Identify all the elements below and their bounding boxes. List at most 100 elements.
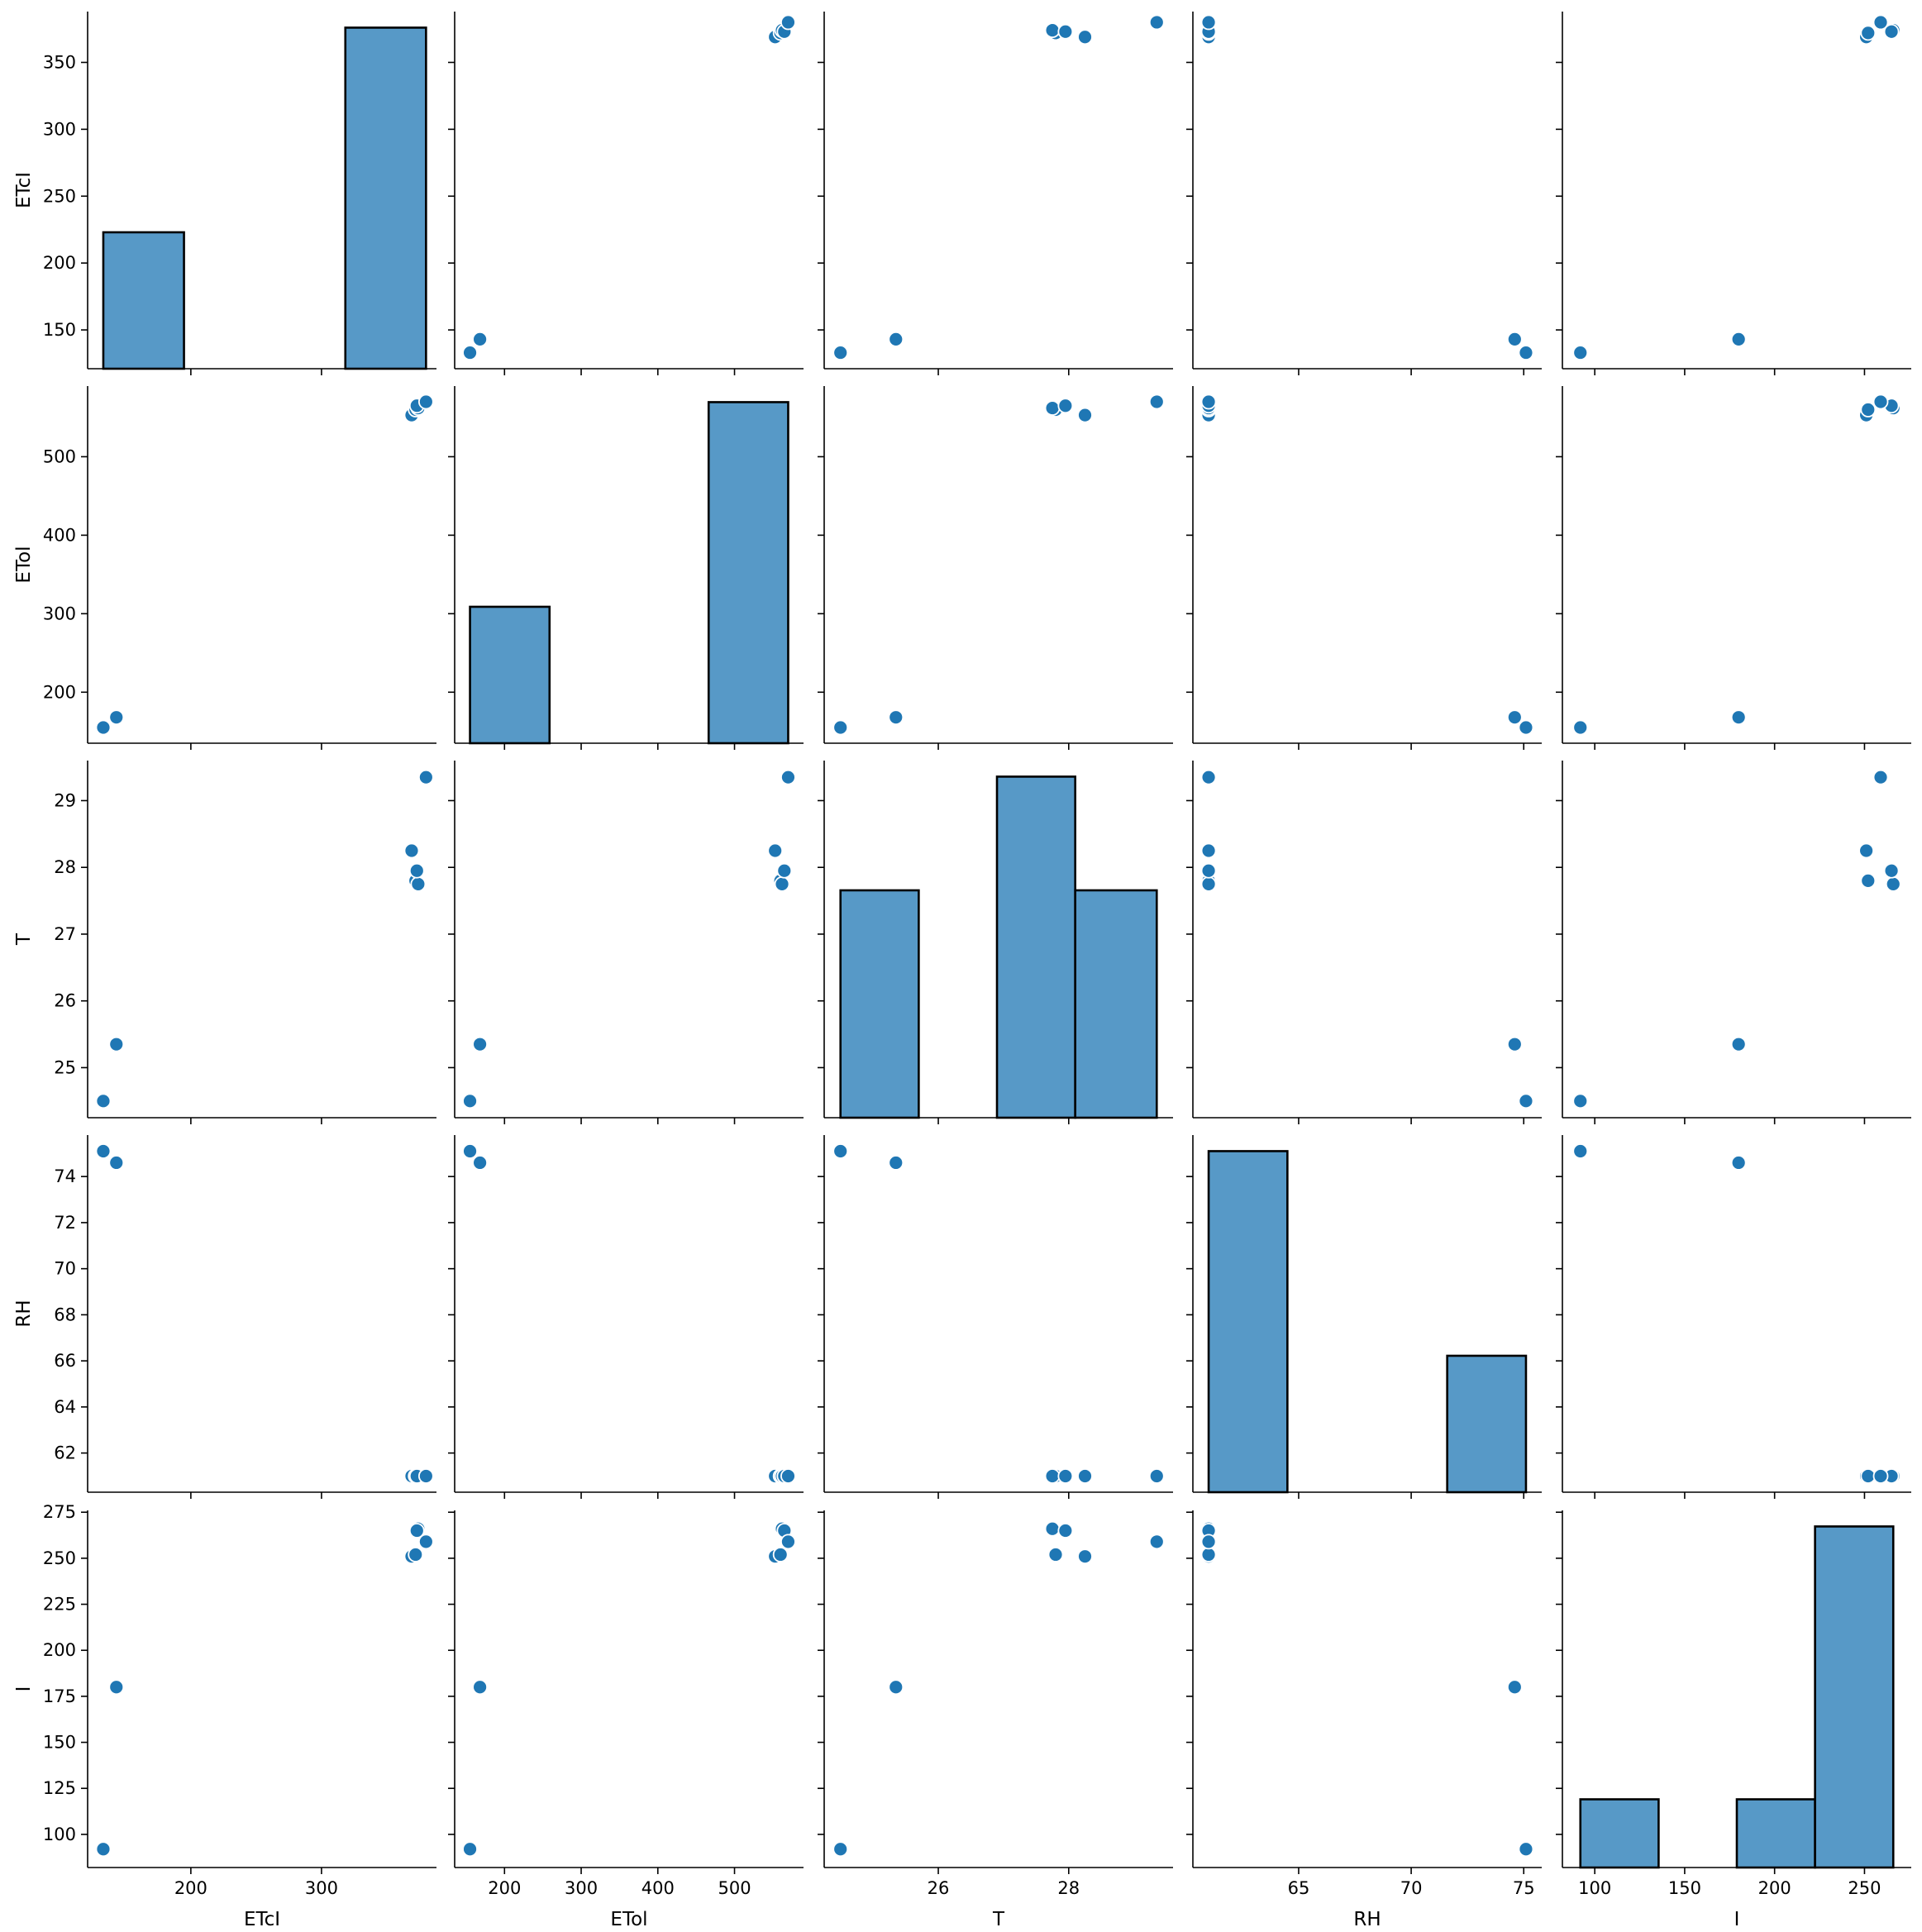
histogram-bar	[1074, 889, 1158, 1119]
scatter-point	[1872, 394, 1889, 410]
y-axis-label-ETcI: ETcI	[13, 172, 35, 208]
scatter-point	[780, 769, 796, 785]
panel-T-vs-I	[1556, 761, 1911, 1124]
scatter-point	[472, 1679, 489, 1696]
scatter-point	[780, 14, 796, 31]
panel-T-vs-ETol	[448, 761, 804, 1124]
x-tick-label: 300	[305, 1878, 338, 1898]
y-tick-label: 26	[54, 991, 76, 1011]
scatter-point	[1044, 22, 1061, 39]
x-tick-label: 200	[1758, 1878, 1791, 1898]
panel-T-vs-T	[818, 761, 1173, 1124]
panel-T-vs-RH	[1186, 761, 1542, 1124]
scatter-point	[832, 345, 849, 360]
x-tick-label: 65	[1288, 1878, 1310, 1898]
scatter-point	[462, 1143, 478, 1159]
scatter-point	[95, 1093, 112, 1109]
scatter-point	[888, 332, 904, 347]
y-tick-label: 200	[43, 253, 76, 273]
y-axis-label-T: T	[13, 933, 35, 946]
scatter-point	[472, 332, 489, 347]
scatter-point	[1148, 14, 1165, 31]
panel-I-vs-ETol: 200 300 400 500	[448, 1510, 804, 1898]
scatter-point	[1057, 398, 1074, 414]
panel-ETcI-vs-ETcI: 150 200 250 300 350	[43, 12, 436, 375]
scatter-point	[408, 862, 425, 879]
scatter-point	[1730, 709, 1747, 726]
panel-ETol-vs-T	[818, 386, 1173, 750]
scatter-point	[472, 1155, 489, 1171]
panel-ETol-vs-I	[1556, 386, 1911, 750]
scatter-point	[1200, 394, 1217, 410]
scatter-point	[1057, 1468, 1074, 1484]
scatter-point	[1506, 1036, 1523, 1052]
x-tick-label: 200	[174, 1878, 207, 1898]
y-tick-label: 28	[54, 857, 76, 877]
scatter-point	[1572, 1093, 1589, 1109]
scatter-point	[888, 709, 904, 726]
scatter-point	[1148, 394, 1165, 410]
y-tick-label: 66	[54, 1351, 76, 1371]
scatter-point	[462, 1093, 478, 1109]
scatter-point	[1872, 769, 1889, 785]
scatter-point	[1518, 1841, 1534, 1858]
panel-RH-vs-T	[818, 1135, 1173, 1499]
scatter-point	[772, 1547, 789, 1562]
x-axis-label-I: I	[1734, 1909, 1740, 1930]
y-tick-label: 70	[54, 1259, 76, 1279]
histogram-bar	[1446, 1354, 1528, 1494]
panel-ETcI-vs-ETol	[448, 12, 804, 375]
y-tick-label: 225	[43, 1595, 76, 1615]
x-tick-label: 400	[641, 1878, 675, 1898]
y-tick-label: 250	[43, 1548, 76, 1568]
histogram-bar	[1735, 1798, 1816, 1869]
scatter-point	[1518, 1093, 1534, 1109]
scatter-point	[1148, 1534, 1165, 1550]
scatter-point	[1047, 1547, 1064, 1562]
scatter-point	[1077, 1468, 1093, 1484]
scatter-point	[1077, 407, 1093, 423]
scatter-point	[1730, 332, 1747, 347]
scatter-point	[1200, 1547, 1217, 1562]
y-tick-label: 74	[54, 1166, 76, 1186]
panel-RH-vs-ETol	[448, 1135, 804, 1499]
scatter-point	[832, 719, 849, 736]
panel-ETol-vs-RH	[1186, 386, 1542, 750]
scatter-point	[888, 1679, 904, 1696]
histogram-bar	[102, 231, 185, 370]
scatter-point	[1044, 1520, 1061, 1537]
y-tick-label: 68	[54, 1305, 76, 1324]
scatter-point	[1860, 25, 1877, 41]
x-axis-label-ETol: ETol	[610, 1909, 647, 1930]
scatter-point	[95, 1143, 112, 1159]
histogram-bar	[1207, 1150, 1289, 1494]
scatter-point	[888, 1155, 904, 1171]
scatter-point	[1872, 14, 1889, 31]
scatter-point	[1506, 332, 1523, 347]
scatter-point	[1077, 29, 1093, 45]
scatter-point	[832, 1143, 849, 1159]
histogram-bar	[839, 889, 920, 1119]
scatter-point	[108, 709, 125, 726]
scatter-point	[774, 875, 790, 892]
y-tick-label: 100	[43, 1825, 76, 1844]
scatter-point	[403, 842, 420, 859]
scatter-point	[472, 1036, 489, 1052]
panel-ETol-vs-ETcI: 200 300 400 500	[43, 386, 436, 750]
scatter-point	[108, 1036, 125, 1052]
x-tick-label: 28	[1057, 1878, 1080, 1898]
panel-I-vs-I: 100 150 200 250	[1556, 1510, 1911, 1898]
x-axis-label-T: T	[992, 1909, 1005, 1930]
histogram-bar	[995, 775, 1076, 1119]
x-tick-label: 300	[565, 1878, 598, 1898]
panel-I-vs-ETcI: 100 125 150 175 200 225 250 275 200 300	[43, 1502, 436, 1898]
scatter-point	[1518, 345, 1534, 360]
scatter-point	[832, 1841, 849, 1858]
scatter-point	[1872, 1468, 1889, 1484]
panel-T-vs-ETcI: 25 26 27 28 29	[54, 761, 436, 1124]
y-tick-label: 500	[43, 446, 76, 466]
y-tick-label: 29	[54, 790, 76, 810]
y-tick-label: 400	[43, 525, 76, 545]
scatter-point	[1730, 1036, 1747, 1052]
scatter-point	[1200, 842, 1217, 859]
